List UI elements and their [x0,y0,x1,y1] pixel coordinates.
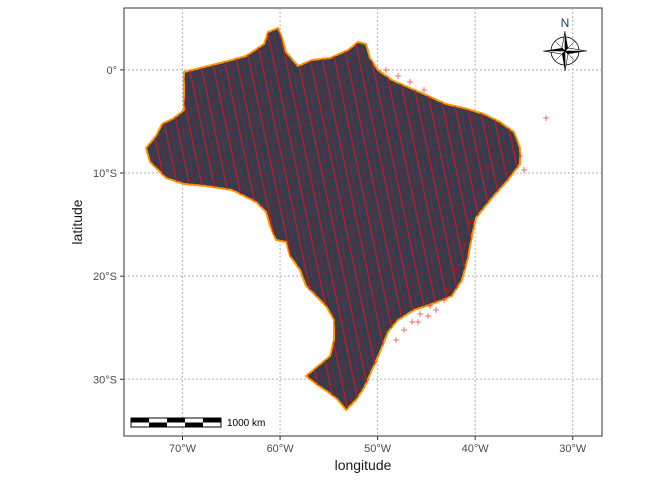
y-axis: 0° 10°S 20°S 30°S [93,65,124,386]
y-tick-label: 20°S [93,271,117,283]
occurrence-point [467,219,473,225]
occurrence-point [415,319,421,325]
occurrence-point [407,79,413,85]
occurrence-point [425,313,431,319]
x-tick-label: 50°W [364,443,392,455]
y-tick-label: 30°S [93,374,117,386]
x-axis-title: longitude [335,457,392,473]
occurrence-point [453,267,459,273]
occurrence-point [441,297,447,303]
gridlines [124,8,602,436]
occurrence-point [461,243,467,249]
x-axis: 70°W 60°W 50°W 40°W 30°W [169,436,587,455]
scale-bar: 1000 km [130,417,265,429]
y-tick-label: 0° [106,65,117,77]
occurrence-point [371,359,377,365]
occurrence-point [433,307,439,313]
x-tick-label: 40°W [462,443,490,455]
x-tick-label: 70°W [169,443,197,455]
occurrence-point [543,115,549,121]
y-axis-title: latitude [69,199,85,244]
north-label: N [561,16,570,30]
occurrence-point [485,165,491,171]
occurrence-point [445,287,451,293]
occurrence-point [521,167,527,173]
occurrence-point [417,311,423,317]
occurrence-point [383,67,389,73]
occurrence-point [409,319,415,325]
occurrence-point [363,377,369,383]
occurrence-point [401,327,407,333]
north-arrow-icon: N [542,16,588,72]
scale-bar-label: 1000 km [227,418,265,429]
occurrence-points-outside [363,67,549,383]
occurrence-point [427,303,433,309]
occurrence-point [395,73,401,79]
occurrence-point [517,153,523,159]
occurrence-point [421,87,427,93]
y-tick-label: 10°S [93,168,117,180]
x-tick-label: 60°W [267,443,295,455]
x-tick-label: 30°W [559,443,587,455]
occurrence-point [393,337,399,343]
